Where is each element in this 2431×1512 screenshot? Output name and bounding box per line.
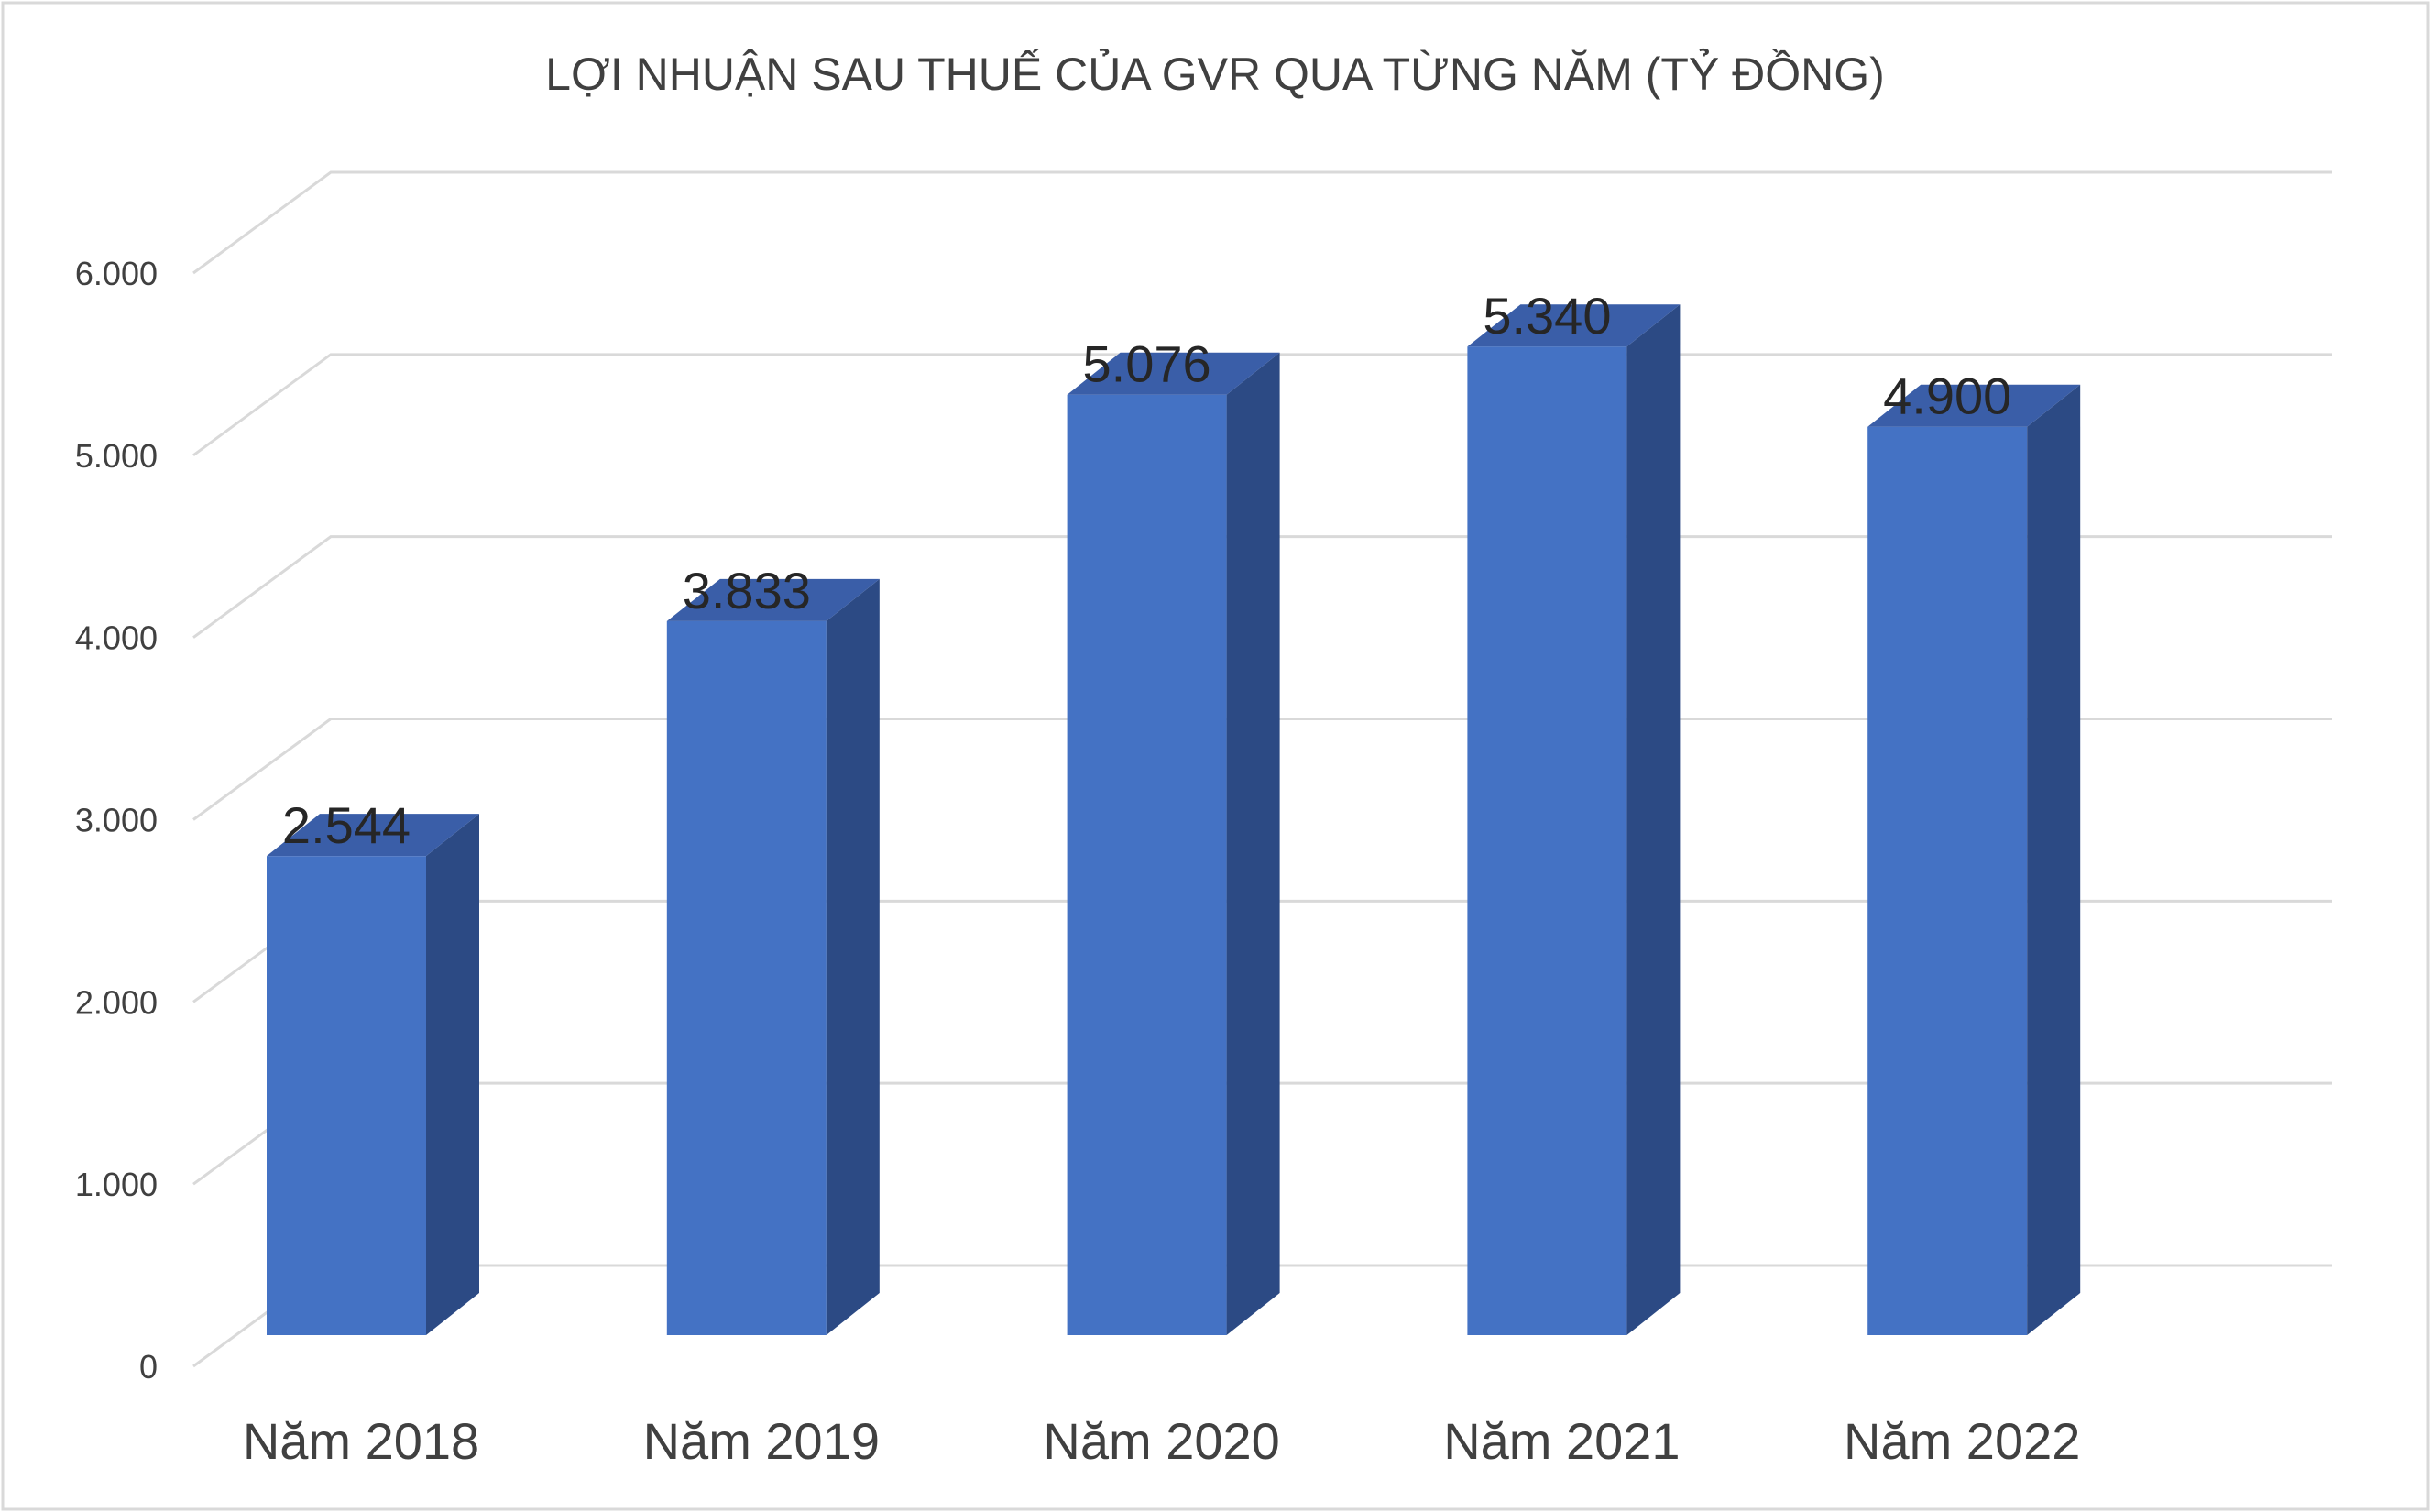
bar <box>1067 394 1227 1336</box>
bar-side <box>2027 384 2081 1335</box>
data-labels: 2.544 3.833 5.076 5.340 4.900 <box>282 287 2011 854</box>
bar-top <box>267 814 479 857</box>
data-label: 5.340 <box>1483 287 1611 345</box>
y-tick-label: 1.000 <box>75 1166 158 1203</box>
y-axis-ticks: 0 1.000 2.000 3.000 4.000 5.000 6.000 <box>75 255 158 1386</box>
bar <box>267 856 426 1335</box>
bar-side <box>1226 352 1280 1336</box>
bar <box>1867 426 2028 1335</box>
x-tick-label: Năm 2022 <box>1844 1412 2080 1470</box>
bar-side <box>1626 304 1681 1336</box>
bar-side <box>826 578 880 1335</box>
bars <box>267 304 2081 1336</box>
bar-top <box>1867 384 2081 427</box>
data-label: 2.544 <box>282 796 411 854</box>
y-tick-label: 5.000 <box>75 437 158 475</box>
y-tick-label: 0 <box>139 1348 158 1386</box>
x-tick-label: Năm 2018 <box>243 1412 479 1470</box>
data-label: 5.076 <box>1083 335 1211 393</box>
x-axis-ticks: Năm 2018 Năm 2019 Năm 2020 Năm 2021 Năm 2022 <box>243 1412 2081 1470</box>
data-label: 3.833 <box>683 562 811 619</box>
y-tick-label: 3.000 <box>75 802 158 839</box>
data-label: 4.900 <box>1883 367 2011 425</box>
gridline <box>192 170 2332 275</box>
bar-side <box>426 814 479 1335</box>
y-tick-label: 2.000 <box>75 983 158 1021</box>
bar <box>1467 346 1627 1336</box>
y-tick-label: 6.000 <box>75 255 158 292</box>
x-tick-label: Năm 2019 <box>643 1412 880 1470</box>
bar-top <box>1467 304 1681 347</box>
x-tick-label: Năm 2020 <box>1043 1412 1279 1470</box>
bar-top <box>1067 352 1280 395</box>
y-tick-label: 4.000 <box>75 619 158 657</box>
x-tick-label: Năm 2021 <box>1443 1412 1680 1470</box>
bar <box>666 620 827 1335</box>
bar-top <box>666 578 880 621</box>
chart-title: LỢI NHUẬN SAU THUẾ CỦA GVR QUA TỪNG NĂM … <box>545 48 1885 100</box>
